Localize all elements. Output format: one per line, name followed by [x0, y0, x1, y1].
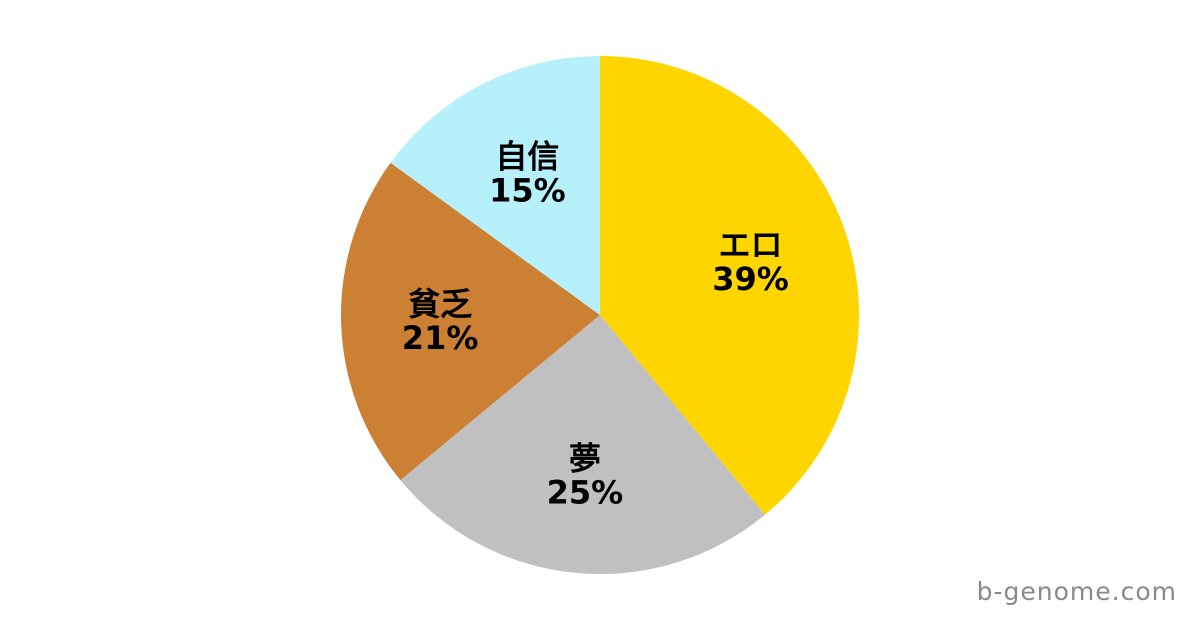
slice-percent-label: 25%: [547, 473, 624, 511]
slice-category-label: エロ: [718, 226, 782, 264]
slice-category-label: 夢: [569, 439, 601, 477]
slice-percent-label: 21%: [402, 319, 479, 357]
slice-label-1: エロ 39%: [712, 226, 789, 298]
slice-percent-label: 15%: [489, 171, 566, 209]
slice-label-3: 貧乏 21%: [402, 285, 479, 357]
slice-category-label: 自信: [495, 137, 559, 175]
pie-slice-3: [341, 162, 600, 481]
pie-slice-4: [390, 56, 600, 315]
pie-slice-2: [400, 315, 766, 575]
pie-slice-1: [600, 55, 860, 515]
slice-category-label: 貧乏: [408, 285, 472, 323]
slice-label-2: 夢 25%: [547, 439, 624, 511]
watermark: b-genome.com: [976, 577, 1177, 606]
slice-label-4: 自信 15%: [489, 137, 566, 209]
slice-percent-label: 39%: [712, 260, 789, 298]
